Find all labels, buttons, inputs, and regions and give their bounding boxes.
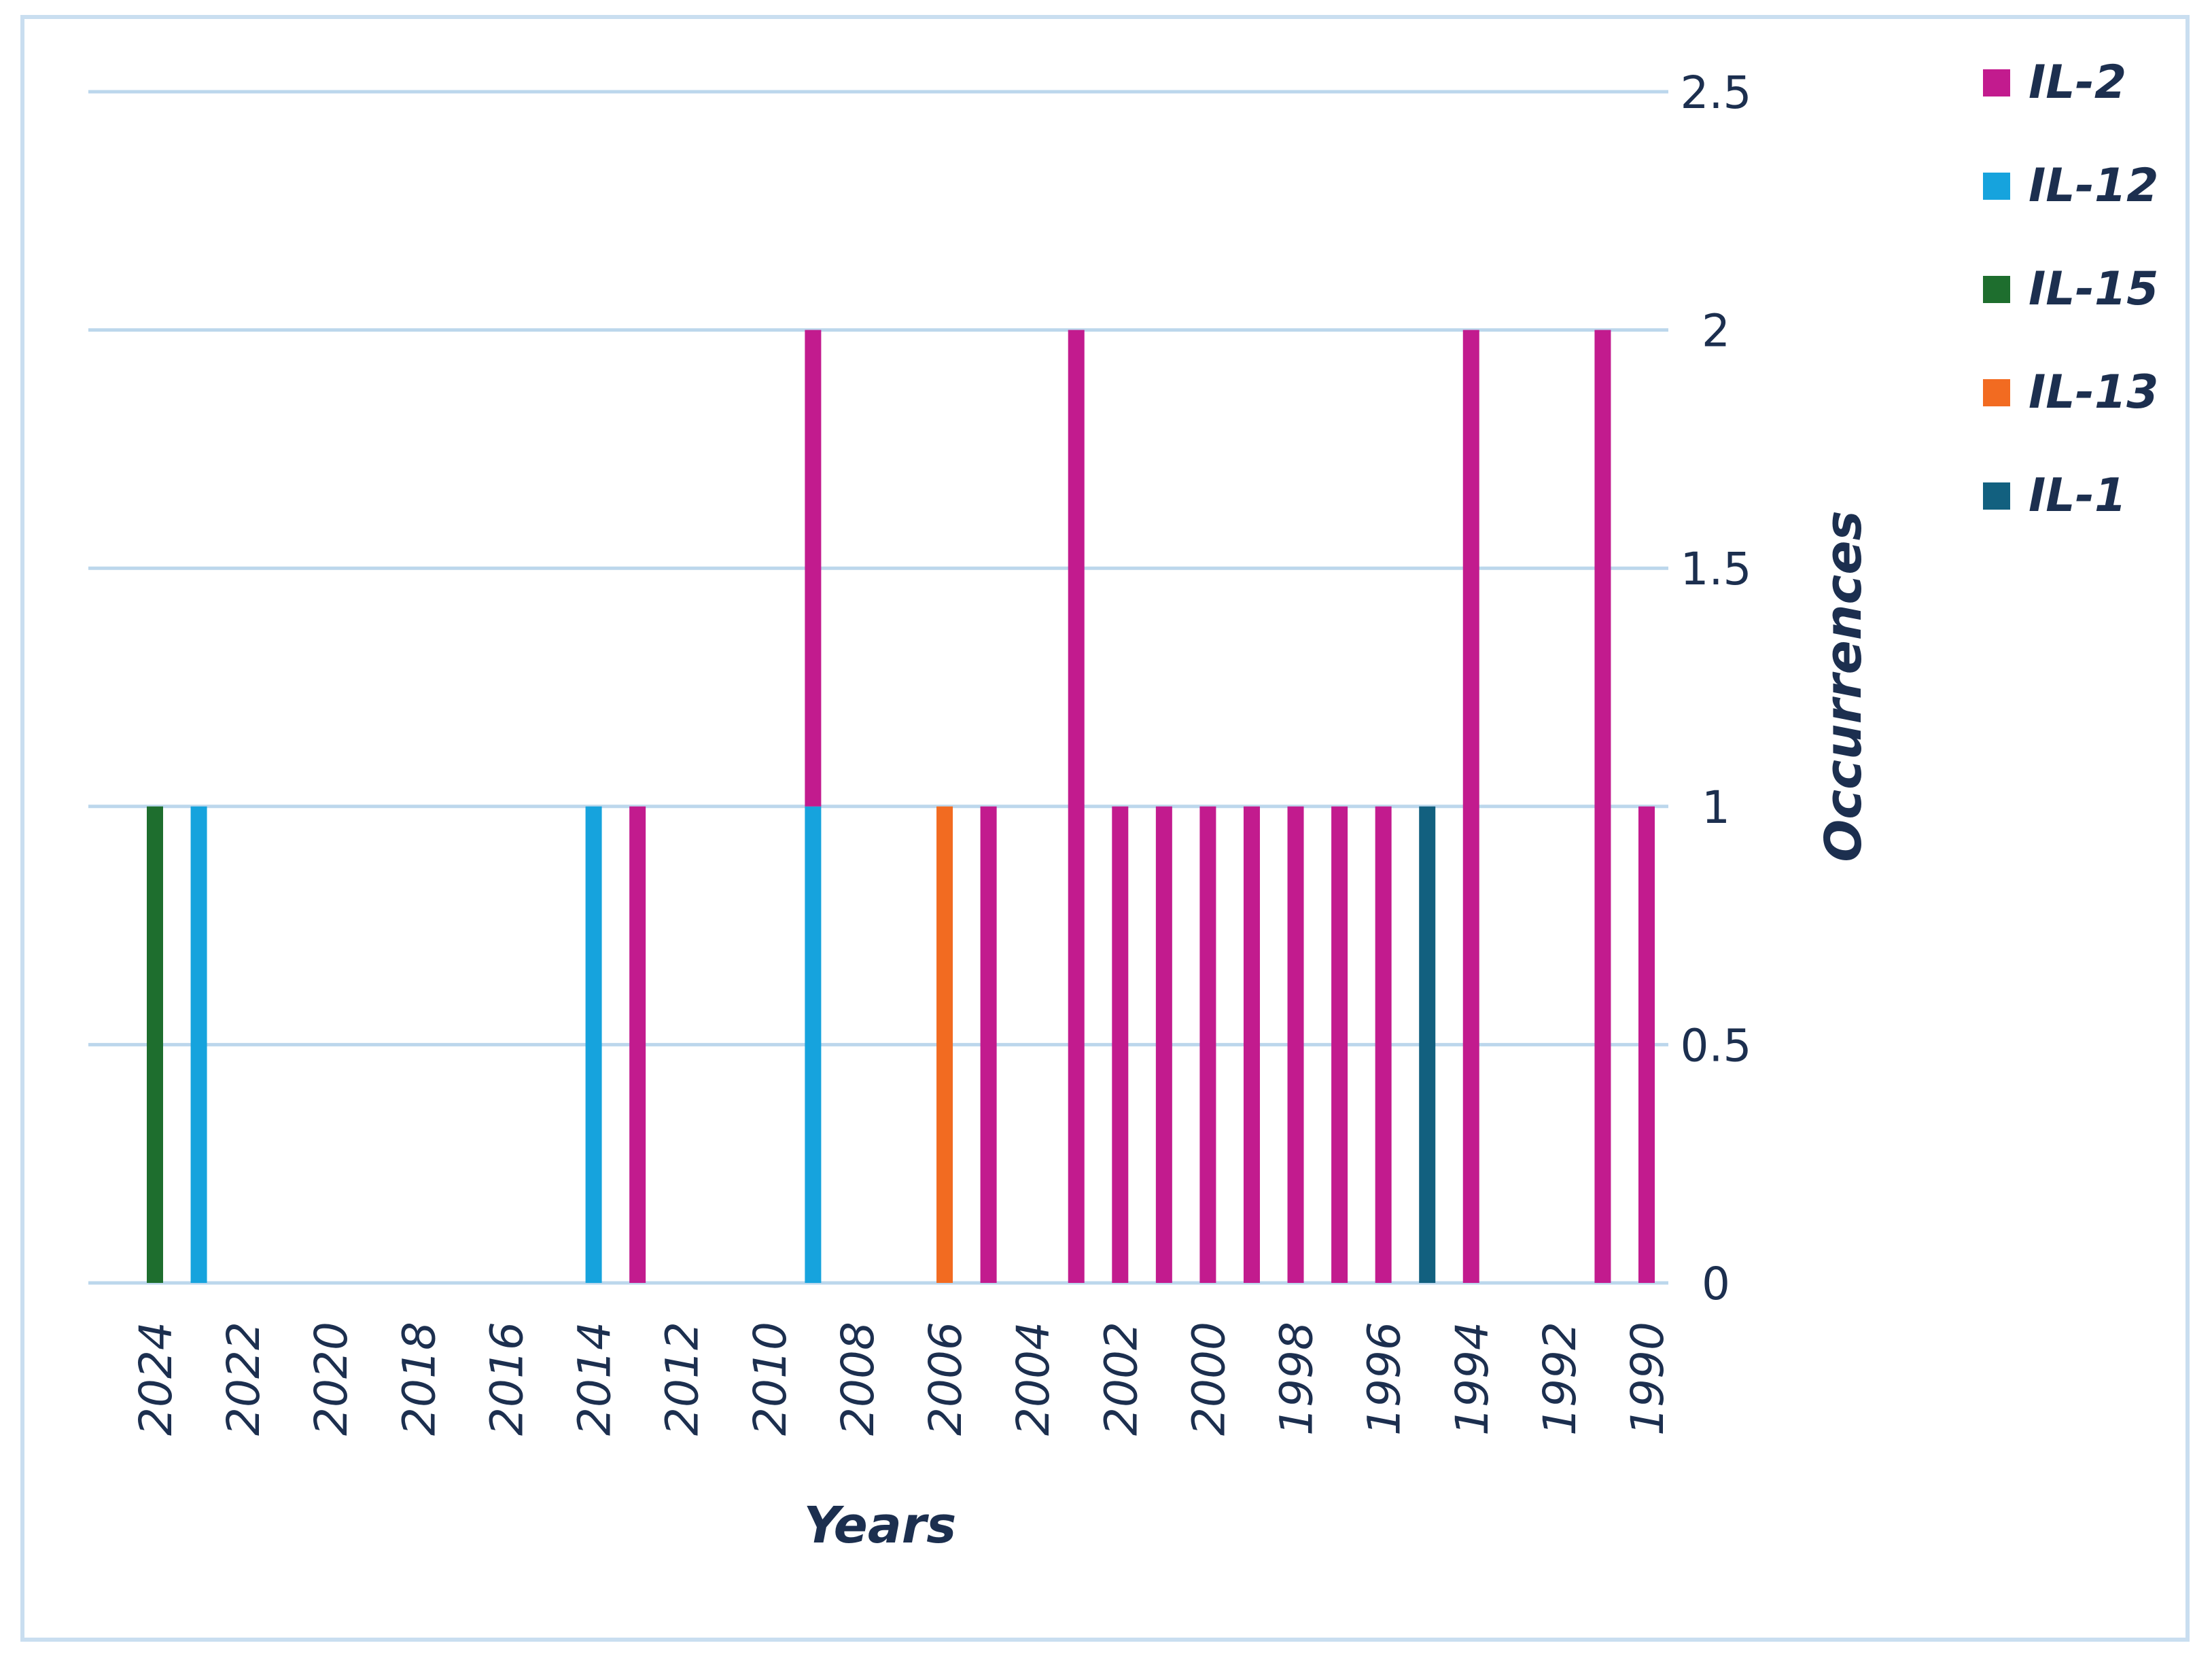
- chart-frame: [20, 15, 2190, 1642]
- bar-il-2-1991: [1594, 330, 1611, 1284]
- x-tick-label: 2006: [919, 1322, 972, 1436]
- y-tick-label: 2.5: [1681, 67, 1752, 119]
- x-tick-label: 1998: [1271, 1322, 1323, 1436]
- bars: [147, 330, 1655, 1284]
- legend-swatch-il-2: [1983, 69, 2010, 96]
- x-tick-label: 2002: [1095, 1322, 1147, 1436]
- bar-il-2-1998: [1287, 806, 1304, 1283]
- legend-swatch-il-12: [1983, 173, 2010, 200]
- x-tick-label: 2000: [1182, 1322, 1235, 1436]
- bar-il-2-2001: [1155, 806, 1172, 1283]
- legend-label-il-12: IL-12: [2029, 159, 2158, 213]
- bar-il-2-1996: [1375, 806, 1392, 1283]
- bar-il-2-2005: [980, 806, 997, 1283]
- legend-swatch-il-13: [1983, 379, 2010, 406]
- bar-il-12-2014: [585, 806, 602, 1283]
- x-tick-label: 2018: [393, 1322, 445, 1436]
- bar-il-2-1997: [1331, 806, 1348, 1283]
- bar-il-2-2000: [1199, 806, 1216, 1283]
- bar-il-15-2024: [147, 806, 163, 1283]
- y-tick-label: 1.5: [1681, 543, 1752, 595]
- x-tick-label: 2020: [305, 1322, 357, 1436]
- legend-swatch-il-15: [1983, 276, 2010, 303]
- gridlines: [88, 90, 1668, 1285]
- x-axis-ticks: 2024 2022 2020 2018 2016 2014 2012 2010 2008 2006…: [130, 1322, 1674, 1436]
- legend-label-il-13: IL-13: [2029, 366, 2158, 419]
- x-tick-label: 2022: [217, 1322, 270, 1436]
- y-tick-label: 2: [1702, 305, 1730, 357]
- bar-il-12-2023: [190, 806, 207, 1283]
- bar-il-2-1994: [1462, 330, 1479, 1284]
- bar-il-2-2009: [805, 330, 822, 807]
- x-tick-label: 1996: [1358, 1322, 1411, 1436]
- x-tick-label: 2014: [569, 1322, 621, 1436]
- bar-il-2-2002: [1112, 806, 1129, 1283]
- x-tick-label: 2012: [656, 1322, 709, 1436]
- bar-il-2-2013: [629, 806, 646, 1283]
- y-tick-label: 0.5: [1681, 1019, 1752, 1072]
- x-tick-label: 2004: [1007, 1322, 1059, 1436]
- y-axis-title: Occurrences: [1814, 510, 1873, 862]
- legend-label-il-15: IL-15: [2029, 262, 2158, 316]
- bar-il-2-1999: [1243, 806, 1260, 1283]
- legend-label-il-2: IL-2: [2029, 56, 2126, 109]
- y-tick-label: 1: [1702, 781, 1730, 834]
- legend: IL-2 IL-12 IL-15 IL-13 IL-1: [1983, 56, 2158, 523]
- x-tick-label: 2008: [832, 1322, 884, 1436]
- bar-il-13-2006: [936, 806, 953, 1283]
- x-tick-label: 2010: [744, 1322, 796, 1436]
- x-tick-label: 1990: [1621, 1322, 1674, 1436]
- y-axis-ticks: 0 0.5 1 1.5 2 2.5: [1681, 67, 1752, 1310]
- x-tick-label: 1992: [1534, 1322, 1586, 1436]
- bar-il-12-2009: [805, 806, 822, 1283]
- bar-il-2-2003: [1068, 330, 1085, 1284]
- x-tick-label: 2016: [480, 1322, 533, 1436]
- y-tick-label: 0: [1702, 1258, 1730, 1310]
- bar-il-2-1990: [1638, 806, 1655, 1283]
- x-tick-label: 2024: [130, 1322, 182, 1436]
- x-axis-title: Years: [804, 1496, 957, 1555]
- x-tick-label: 1994: [1446, 1322, 1498, 1436]
- bar-il-1-1995: [1419, 806, 1436, 1283]
- legend-label-il-1: IL-1: [2029, 469, 2126, 523]
- legend-swatch-il-1: [1983, 482, 2010, 510]
